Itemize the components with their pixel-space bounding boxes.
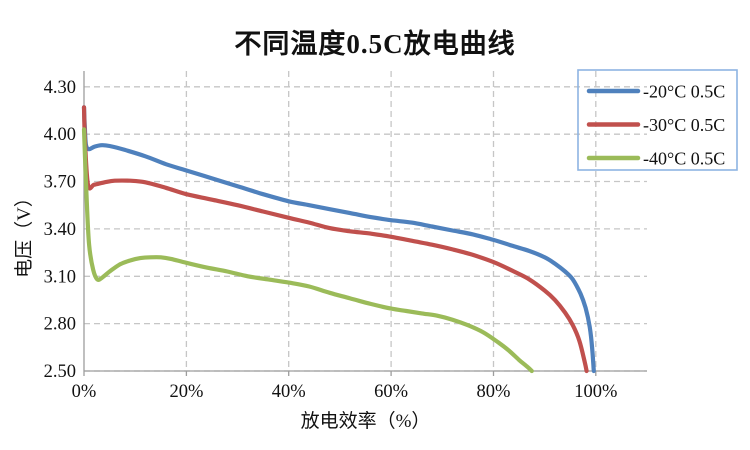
legend-box xyxy=(577,69,738,171)
y-tick-label: 3.40 xyxy=(44,220,76,240)
legend-label: -20°C 0.5C xyxy=(643,82,725,102)
legend-label: -30°C 0.5C xyxy=(643,115,725,135)
y-tick-label: 4.30 xyxy=(44,78,76,98)
series-line-40c05c xyxy=(81,127,534,374)
y-tick-label: 2.50 xyxy=(44,362,76,382)
x-tick-label: 40% xyxy=(272,382,306,402)
x-tick-label: 0% xyxy=(72,382,97,402)
x-tick-label: 100% xyxy=(574,382,617,402)
chart-title: 不同温度0.5C放电曲线 xyxy=(234,29,516,59)
y-tick-label: 3.10 xyxy=(44,267,76,287)
x-tick-label: 20% xyxy=(169,382,203,402)
legend-label: -40°C 0.5C xyxy=(643,149,725,169)
legend-item: -20°C 0.5C xyxy=(586,82,725,102)
y-tick-label: 3.70 xyxy=(44,173,76,193)
y-tick-label: 4.00 xyxy=(44,125,76,145)
x-tick-label: 60% xyxy=(374,382,408,402)
legend-item: -30°C 0.5C xyxy=(586,115,725,135)
x-tick-label: 80% xyxy=(477,382,511,402)
x-axis-title: 放电效率（%） xyxy=(300,411,431,432)
series-line-20c05c xyxy=(81,105,596,374)
y-tick-label: 2.80 xyxy=(44,315,76,335)
legend-item: -40°C 0.5C xyxy=(586,149,725,169)
series-line-30c05c xyxy=(81,105,589,374)
